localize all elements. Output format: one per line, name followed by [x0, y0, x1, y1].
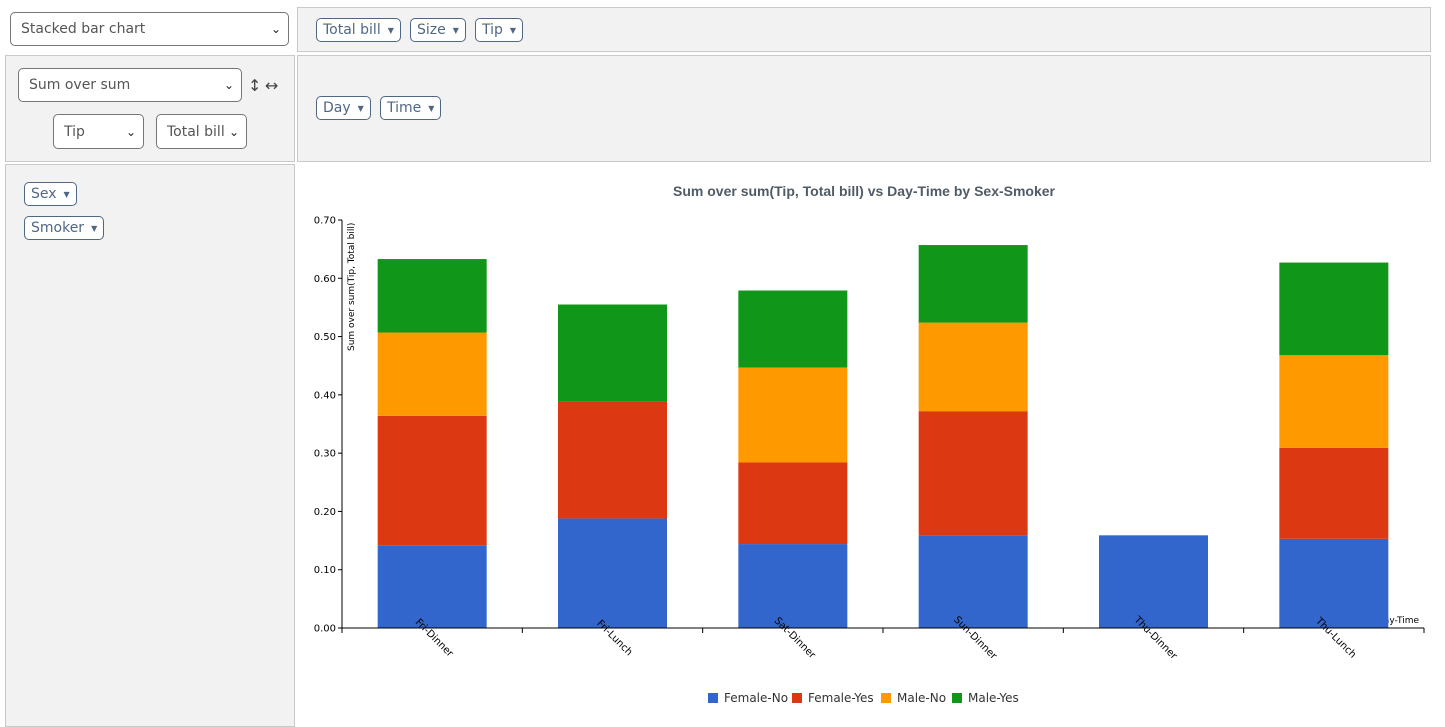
bar-segment [1279, 538, 1389, 628]
agg-field2-value: Total bill [167, 123, 225, 140]
bar-segment [738, 462, 848, 545]
legend-swatch [881, 693, 891, 703]
row-attr-pill-smoker[interactable]: Smoker ▼ [24, 216, 105, 240]
attr-pill-label: Smoker [31, 220, 85, 236]
bar-segment [738, 290, 848, 368]
legend-label: Female-No [724, 691, 788, 705]
y-tick-label: 0.40 [314, 390, 336, 401]
chevron-down-icon: ⌄ [223, 78, 234, 92]
caret-down-icon: ▼ [63, 189, 70, 199]
stacked-bar-chart: Sum over sum(Tip, Total bill) vs Day-Tim… [314, 183, 1425, 705]
attr-pill-label: Sex [31, 186, 57, 202]
bar-segment [377, 332, 487, 416]
caret-down-icon: ▼ [509, 25, 517, 35]
agg-field2-select[interactable]: Total bill ⌄ [156, 114, 247, 149]
bar-segment [377, 415, 487, 546]
row-attr-pill-sex[interactable]: Sex ▼ [24, 182, 77, 206]
agg-field1-select[interactable]: Tip ⌄ [53, 114, 144, 149]
bar-segment [1099, 535, 1208, 628]
y-tick-label: 0.70 [314, 216, 336, 227]
bar-segment [558, 401, 667, 519]
row-attrs-panel [5, 164, 295, 727]
legend-swatch [708, 693, 718, 703]
col-attr-pill-time[interactable]: Time ▼ [380, 96, 442, 120]
attr-pill-label: Tip [482, 22, 503, 38]
aggregator-select-value: Sum over sum [29, 77, 131, 93]
sort-cols-icon[interactable]: ↔ [265, 76, 279, 95]
y-tick-label: 0.10 [314, 565, 336, 576]
legend-label: Male-No [897, 691, 946, 705]
legend-swatch [952, 693, 962, 703]
y-tick-label: 0.50 [314, 332, 336, 343]
chevron-down-icon: ⌄ [125, 124, 136, 139]
bars-group [377, 245, 1389, 628]
caret-down-icon: ▼ [452, 25, 459, 35]
bar-segment [918, 535, 1028, 628]
y-tick-label: 0.20 [314, 507, 336, 518]
bar-segment [1279, 355, 1389, 448]
sort-rows-icon[interactable]: ↕ [248, 76, 262, 95]
caret-down-icon: ▼ [91, 223, 98, 233]
chevron-down-icon: ⌄ [270, 22, 281, 36]
legend-label: Male-Yes [968, 691, 1019, 705]
bar-segment [918, 245, 1028, 323]
y-tick-label: 0.60 [314, 274, 336, 285]
legend: Female-No Female-Yes Male-No Male-Yes [708, 691, 1019, 705]
bar-segment [558, 518, 667, 628]
attr-pill-total-bill[interactable]: Total bill ▼ [316, 18, 401, 42]
col-attr-pill-day[interactable]: Day ▼ [316, 96, 371, 120]
y-tick-label: 0.00 [314, 624, 336, 635]
x-axis-label: Day-Time [1377, 616, 1420, 626]
attr-pill-label: Size [417, 22, 446, 38]
y-axis-label: Sum over sum(Tip, Total bill) [347, 223, 357, 351]
bar-segment [1279, 262, 1389, 356]
chevron-down-icon: ⌄ [228, 124, 239, 139]
bar-segment [1279, 447, 1389, 539]
bar-segment [918, 411, 1028, 536]
col-attrs-panel [297, 55, 1431, 162]
chart-title: Sum over sum(Tip, Total bill) vs Day-Tim… [673, 183, 1056, 199]
bar-segment [738, 544, 848, 628]
unused-attrs-panel [297, 7, 1431, 52]
legend-swatch [792, 693, 802, 703]
attr-pill-label: Day [323, 100, 351, 116]
agg-field1-value: Tip [64, 123, 85, 140]
legend-label: Female-Yes [808, 691, 874, 705]
bar-segment [918, 322, 1028, 412]
caret-down-icon: ▼ [387, 25, 394, 35]
renderer-select-value: Stacked bar chart [21, 21, 146, 37]
attr-pill-label: Time [387, 100, 422, 116]
y-tick-label: 0.30 [314, 449, 336, 460]
attr-pill-label: Total bill [323, 22, 381, 38]
bar-segment [377, 259, 487, 333]
bar-segment [377, 545, 487, 628]
bar-segment [738, 367, 848, 463]
renderer-select[interactable]: Stacked bar chart ⌄ [10, 12, 289, 46]
bar-segment [558, 304, 667, 402]
attr-pill-tip[interactable]: Tip ▼ [475, 18, 524, 42]
attr-pill-size[interactable]: Size ▼ [410, 18, 466, 42]
aggregator-select[interactable]: Sum over sum ⌄ [18, 68, 242, 102]
caret-down-icon: ▼ [357, 103, 364, 113]
caret-down-icon: ▼ [428, 103, 435, 113]
